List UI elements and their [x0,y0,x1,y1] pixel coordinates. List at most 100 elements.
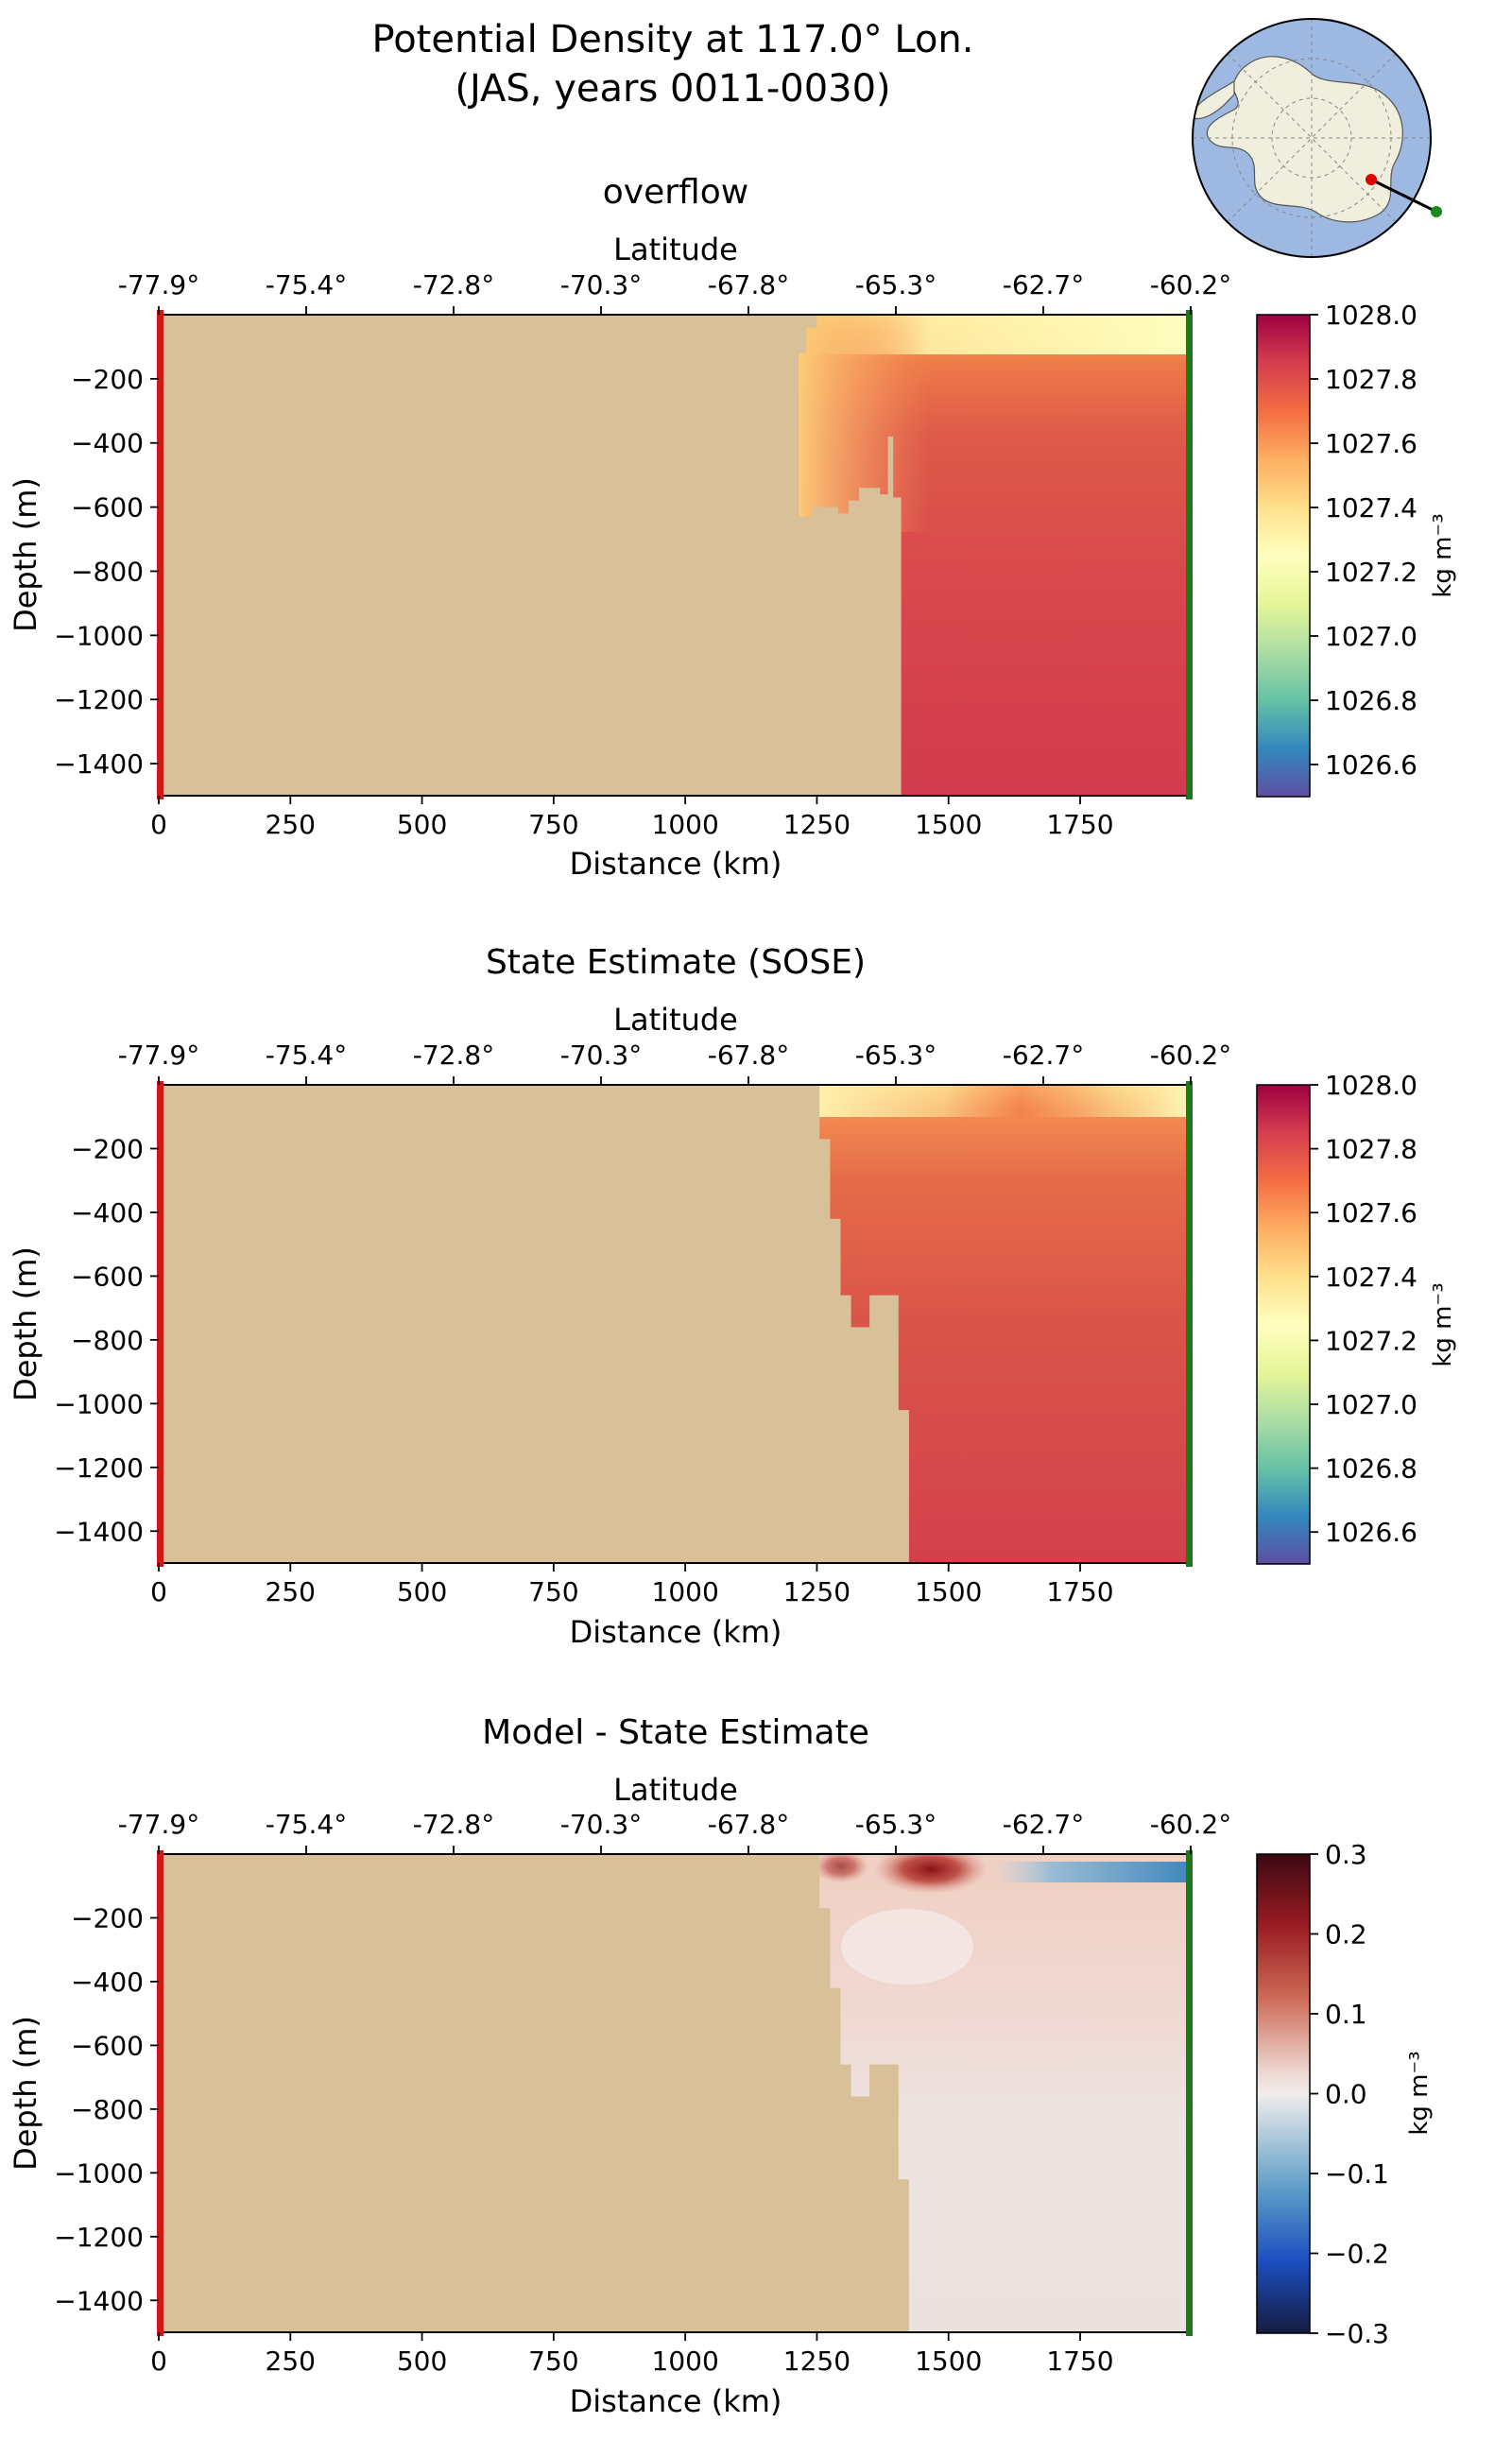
y-tick-label: −1400 [54,748,144,780]
colorbar-tick-label: 1027.8 [1325,364,1418,395]
colorbar-label: kg m⁻³ [1405,2051,1434,2135]
top-tick-label: -60.2° [1150,269,1231,301]
panel-title: overflow [603,173,748,212]
y-tick-label: −1000 [54,2157,144,2189]
colorbar-tick-label: 0.3 [1325,1839,1367,1870]
top-tick-label: -70.3° [560,1040,642,1071]
colorbar-tick-label: 1027.6 [1325,428,1418,459]
positive-anomaly-core [874,1854,988,1894]
top-tick-label: -70.3° [560,1809,642,1840]
top-tick-label: -75.4° [266,1809,347,1840]
land-mask [159,1085,909,1563]
colorbar-tick-label: 1026.8 [1325,1453,1418,1485]
section-plot-area [159,1085,1191,1563]
inset-map-border [1192,18,1432,258]
y-tick-label: −1000 [54,620,144,651]
colorbar-tick-label: 1027.0 [1325,621,1418,652]
x-tick-label: 1000 [652,2345,719,2377]
x-tick-label: 500 [397,1576,447,1607]
colorbar: 1028.0 1027.8 1027.6 1027.4 1027.2 1027.0 1026… [1256,300,1457,798]
inset-antarctica-map [1192,18,1442,258]
colorbar-tick-label: 1026.6 [1325,749,1418,781]
section-start-marker [157,1850,163,2336]
section-end-marker [1186,310,1193,799]
x-tick-label: 500 [397,2345,447,2377]
colorbar-bar [1256,314,1311,798]
x-tick-label: 0 [150,2345,167,2377]
x-axis: 0 250 500 750 1000 1250 1500 1750 [150,796,1114,840]
y-tick-label: −600 [71,1261,144,1292]
x-axis-label: Distance (km) [570,1614,782,1650]
x-tick-label: 250 [266,2345,316,2377]
x-tick-label: 1500 [915,809,982,840]
land-mask [159,1854,909,2332]
colorbar-tick-label: 1027.4 [1325,492,1418,524]
colorbar-tick-label: 1027.2 [1325,1325,1418,1356]
top-tick-label: -77.9° [118,1040,199,1071]
x-tick-label: 1250 [783,1576,850,1607]
y-tick-label: −800 [71,1325,144,1356]
inset-map-peninsula [1193,79,1235,120]
x-tick-label: 1250 [783,2345,850,2377]
colorbar-tick-label: 1026.6 [1325,1517,1418,1548]
inset-map-end-point [1431,206,1442,217]
top-tick-label: -72.8° [413,1040,494,1071]
x-tick-label: 1750 [1046,2345,1113,2377]
section-plot-area [159,315,1191,796]
y-tick-label: −1200 [54,1452,144,1484]
colorbar-tick-label: −0.2 [1325,2239,1389,2270]
colorbar-bar [1256,1084,1311,1565]
y-tick-label: −1400 [54,2285,144,2316]
panel-overflow: overflow Latitude 0 250 500 750 1000 1250 1500… [8,173,1457,882]
x-tick-label: 1250 [783,809,850,840]
negative-anomaly-band [992,1862,1191,1882]
x-tick-label: 1750 [1046,809,1113,840]
top-tick-label: -75.4° [266,1040,347,1071]
ocean-surface-layer [813,1085,1191,1117]
y-tick-label: −400 [71,1197,144,1228]
colorbar-ticks: 0.3 0.2 0.1 0.0 −0.1 −0.2 −0.3 [1310,1839,1389,2349]
colorbar-tick-label: −0.3 [1325,2318,1389,2349]
colorbar-label: kg m⁻³ [1429,1282,1457,1366]
x-tick-label: 750 [528,2345,578,2377]
top-axis-label: Latitude [613,1772,738,1808]
y-tick-label: −600 [71,2030,144,2061]
x-tick-label: 250 [266,809,316,840]
colorbar-label: kg m⁻³ [1429,513,1457,597]
top-tick-label: -75.4° [266,269,347,301]
x-tick-label: 1750 [1046,1576,1113,1607]
y-tick-label: −1200 [54,684,144,715]
panel-state-estimate: State Estimate (SOSE) Latitude 0 250 500 75… [8,943,1457,1650]
x-tick-label: 0 [150,1576,167,1607]
colorbar-tick-label: 0.0 [1325,2079,1367,2110]
x-tick-label: 500 [397,809,447,840]
top-tick-label: -62.7° [1003,269,1084,301]
top-tick-label: -67.8° [708,1809,789,1840]
x-tick-label: 750 [528,1576,578,1607]
top-tick-label: -60.2° [1150,1040,1231,1071]
colorbar: 0.3 0.2 0.1 0.0 −0.1 −0.2 −0.3 kg m⁻³ [1256,1839,1434,2349]
section-end-marker [1186,1850,1193,2336]
panel-difference: Model - State Estimate Latitude 0 250 500 7… [8,1713,1434,2419]
x-tick-label: 1500 [915,1576,982,1607]
section-plot-area [159,1854,1191,2332]
inset-map-graticule [1193,19,1431,257]
top-tick-label: -72.8° [413,269,494,301]
x-tick-label: 0 [150,809,167,840]
colorbar-tick-label: 1027.4 [1325,1262,1418,1293]
colorbar-bar [1256,1853,1311,2334]
panel-title: State Estimate (SOSE) [486,943,866,982]
colorbar-tick-label: 1027.6 [1325,1197,1418,1228]
positive-anomaly-edge [813,1854,869,1883]
top-tick-label: -67.8° [708,1040,789,1071]
colorbar-tick-label: 0.2 [1325,1919,1367,1950]
colorbar-tick-label: 1027.8 [1325,1134,1418,1165]
x-axis-label: Distance (km) [570,2383,782,2419]
colorbar-tick-label: 1028.0 [1325,300,1418,331]
y-tick-label: −1400 [54,1516,144,1547]
colorbar-tick-label: 1028.0 [1325,1070,1418,1101]
top-tick-label: -62.7° [1003,1040,1084,1071]
top-tick-label: -77.9° [118,269,199,301]
x-axis: 0 250 500 750 1000 1250 1500 1750 [150,2332,1114,2377]
